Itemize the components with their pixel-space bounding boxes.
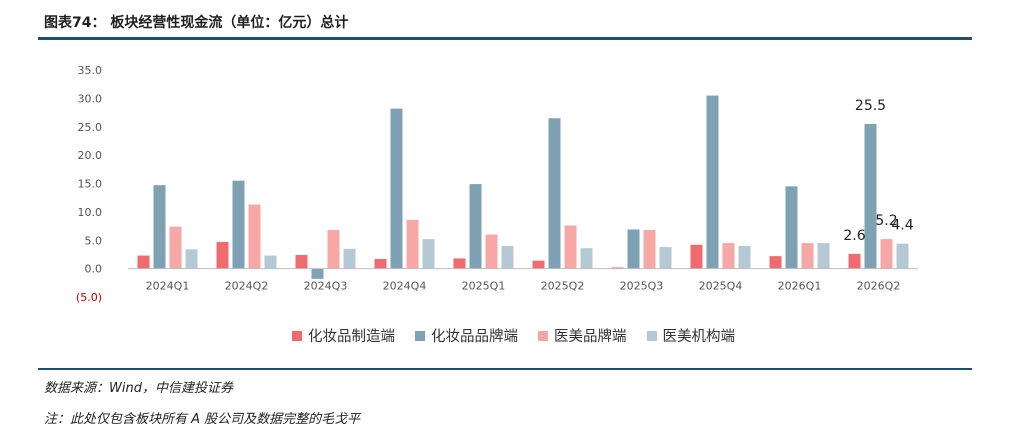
legend-item: 化妆品制造端 — [292, 325, 395, 346]
data-label: 2.6 — [843, 228, 865, 244]
bar-7-0 — [690, 244, 703, 269]
bar-3-1 — [390, 108, 403, 269]
bar-3-0 — [374, 258, 387, 269]
legend-item: 医美机构端 — [646, 325, 736, 346]
bar-0-0 — [137, 255, 150, 269]
y-tick-label: (5.0) — [76, 291, 102, 304]
bar-1-2 — [248, 204, 261, 269]
legend-swatch — [538, 330, 548, 341]
bar-8-2 — [801, 243, 814, 269]
y-tick-label: 25.0 — [78, 121, 103, 134]
bar-9-1 — [864, 123, 877, 269]
x-tick-label: 2025Q2 — [541, 280, 585, 293]
legend-swatch — [415, 330, 425, 341]
y-tick-label: 5.0 — [85, 234, 103, 247]
x-tick-label: 2024Q4 — [383, 280, 427, 293]
bar-5-1 — [548, 118, 561, 269]
bar-6-1 — [627, 229, 640, 269]
x-tick-label: 2025Q3 — [620, 280, 664, 293]
bar-3-2 — [406, 219, 419, 269]
bar-0-2 — [169, 226, 182, 269]
bar-8-1 — [785, 186, 798, 269]
x-tick-label: 2024Q3 — [304, 280, 348, 293]
x-tick-label: 2025Q4 — [699, 280, 743, 293]
legend-item: 化妆品品牌端 — [415, 325, 518, 346]
footnote: 注：此处仅包含板块所有 A 股公司及数据完整的毛戈平 — [44, 412, 361, 427]
figure-title: 图表74： 板块经营性现金流（单位：亿元）总计 — [44, 15, 349, 31]
bars — [137, 95, 909, 279]
y-tick-label: 15.0 — [78, 178, 103, 191]
data-label: 5.2 — [875, 213, 897, 229]
legend-label: 医美品牌端 — [554, 329, 627, 345]
bar-1-1 — [232, 180, 245, 269]
bar-8-3 — [817, 243, 830, 269]
x-tick-label: 2025Q1 — [462, 280, 506, 293]
bar-chart: 35.0 30.0 25.0 20.0 15.0 10.0 5.0 0.0 (5.0) 2024… — [76, 64, 918, 304]
bar-8-0 — [769, 256, 782, 269]
legend-label: 化妆品制造端 — [308, 329, 395, 345]
legend-label: 医美机构端 — [662, 329, 736, 345]
data-labels: 2.6 25.5 5.24.4 — [843, 98, 913, 244]
bar-6-3 — [659, 247, 672, 269]
bar-5-3 — [580, 248, 593, 269]
legend-label: 化妆品品牌端 — [431, 329, 518, 345]
legend-item: 医美品牌端 — [538, 325, 627, 346]
bar-5-2 — [564, 225, 577, 269]
bar-7-1 — [706, 95, 719, 269]
legend-swatch — [646, 330, 657, 341]
x-tick-label: 2024Q1 — [146, 280, 190, 293]
bar-7-3 — [738, 245, 751, 269]
bar-4-2 — [485, 234, 498, 269]
bar-0-1 — [153, 185, 166, 269]
bar-2-2 — [327, 230, 340, 269]
bar-9-0 — [848, 253, 861, 269]
bar-0-3 — [185, 249, 198, 269]
top-rule — [38, 37, 972, 40]
bar-7-2 — [722, 243, 735, 269]
y-tick-label: 20.0 — [78, 149, 103, 162]
data-label: 4.4 — [891, 218, 913, 234]
x-tick-label: 2024Q2 — [225, 280, 269, 293]
bar-6-0 — [611, 267, 624, 269]
x-tick-label: 2026Q1 — [778, 280, 822, 293]
bar-5-0 — [532, 260, 545, 269]
bar-9-3 — [896, 243, 909, 269]
bar-2-3 — [343, 248, 356, 269]
x-tick-label: 2026Q2 — [857, 280, 901, 293]
bar-1-0 — [216, 241, 229, 269]
y-axis-labels: 35.0 30.0 25.0 20.0 15.0 10.0 5.0 0.0 (5.0) — [76, 64, 102, 304]
bottom-rule — [38, 368, 972, 370]
y-tick-label: 35.0 — [78, 64, 103, 77]
bar-9-2 — [880, 239, 893, 269]
bar-4-1 — [469, 184, 482, 269]
source-note: 数据来源：Wind，中信建投证券 — [44, 381, 233, 396]
y-tick-label: 30.0 — [78, 92, 103, 105]
bar-2-1 — [311, 268, 324, 279]
bar-6-2 — [643, 230, 656, 269]
bar-4-0 — [453, 258, 466, 269]
legend-swatch — [292, 330, 302, 341]
y-tick-label: 10.0 — [78, 206, 103, 219]
bar-3-3 — [422, 239, 435, 269]
y-tick-label: 0.0 — [85, 263, 103, 276]
legend: 化妆品制造端 化妆品品牌端 医美品牌端 医美机构端 — [0, 325, 1027, 346]
bar-2-0 — [295, 255, 308, 269]
x-axis: 2024Q1 2024Q2 2024Q3 2024Q4 2025Q1 2025Q2 2025… — [128, 268, 918, 293]
bar-1-3 — [264, 255, 277, 269]
bar-4-3 — [501, 245, 514, 269]
data-label: 25.5 — [855, 98, 886, 114]
